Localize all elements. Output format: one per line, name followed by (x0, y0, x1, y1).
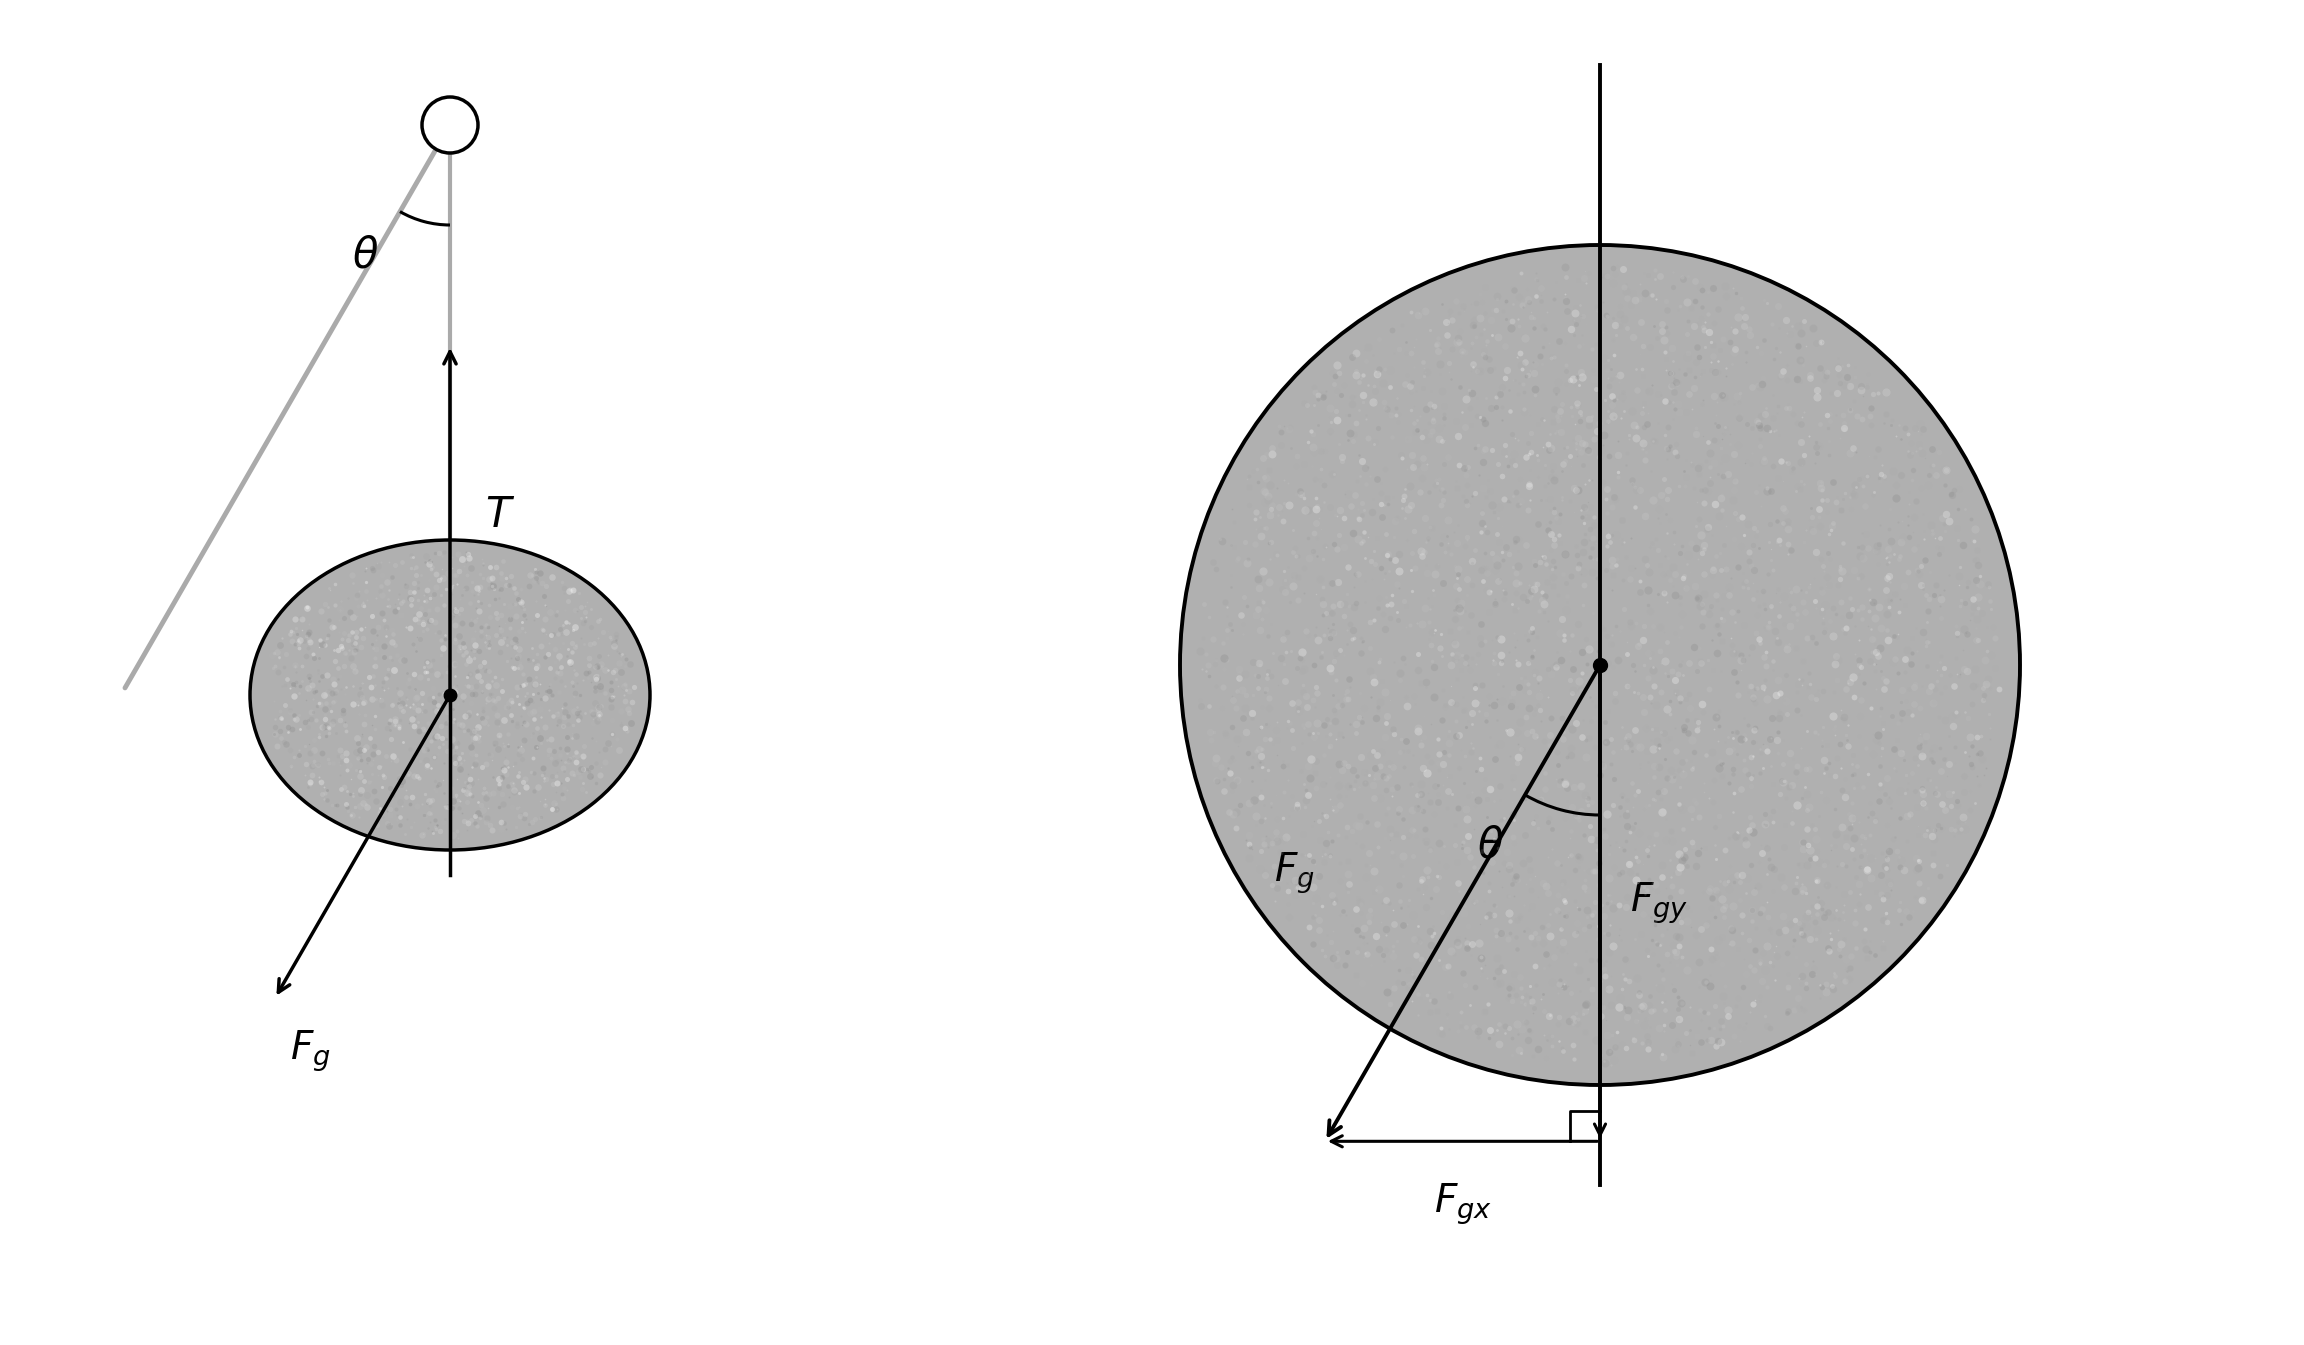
Text: $F_{gx}$: $F_{gx}$ (1433, 1181, 1491, 1227)
Text: $T$: $T$ (486, 494, 516, 537)
Text: $\theta$: $\theta$ (353, 234, 378, 276)
Text: $F_g$: $F_g$ (1274, 850, 1316, 896)
Text: $F_{gy}$: $F_{gy}$ (1629, 881, 1689, 925)
Circle shape (422, 97, 477, 153)
Ellipse shape (251, 539, 650, 850)
Circle shape (1180, 245, 2021, 1085)
Text: $F_g$: $F_g$ (290, 1028, 329, 1073)
Text: $\theta$: $\theta$ (1477, 824, 1502, 866)
